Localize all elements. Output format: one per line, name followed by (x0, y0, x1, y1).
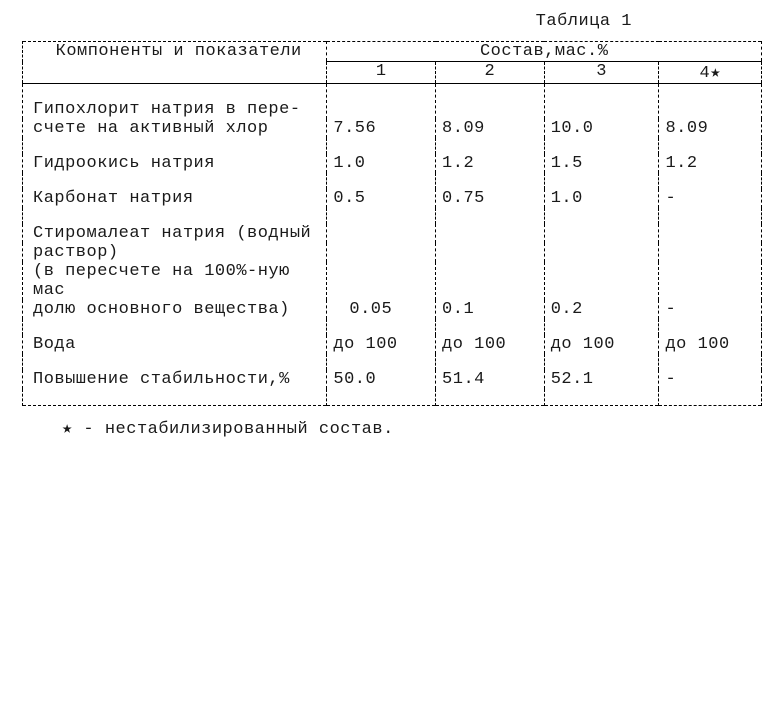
cell: до 100 (659, 335, 762, 354)
cell: 0.75 (436, 189, 545, 208)
table-footnote: ★ - нестабилизированный состав. (18, 418, 762, 439)
table-row: раствор) (23, 243, 762, 262)
cell: 0.1 (436, 300, 545, 319)
cell: 1.0 (544, 189, 659, 208)
header-col-3: 3 (544, 62, 659, 84)
cell: 7.56 (327, 119, 436, 138)
cell: - (659, 189, 762, 208)
cell: - (659, 300, 762, 319)
table-header: Компоненты и показатели Состав,мас.% 1 2… (23, 42, 762, 84)
cell: 10.0 (544, 119, 659, 138)
cell: 0.05 (327, 300, 436, 319)
cell: 8.09 (659, 119, 762, 138)
cell: 1.0 (327, 154, 436, 173)
cell: 1.2 (436, 154, 545, 173)
cell: 52.1 (544, 370, 659, 389)
table-row: (в пересчете на 100%-ную мас (23, 262, 762, 300)
header-col-2: 2 (436, 62, 545, 84)
row-label: раствор) (23, 243, 327, 262)
row-label: Гидроокись натрия (23, 154, 327, 173)
header-col-4: 4★ (659, 62, 762, 84)
cell: 0.2 (544, 300, 659, 319)
cell: 51.4 (436, 370, 545, 389)
cell: 1.2 (659, 154, 762, 173)
row-label: долю основного вещества) (23, 300, 327, 319)
table-body: Гипохлорит натрия в пере- счете на актив… (23, 84, 762, 406)
row-label: Вода (23, 335, 327, 354)
header-group-label: Состав,мас.% (327, 42, 762, 62)
table-row: Гидроокись натрия 1.0 1.2 1.5 1.2 (23, 154, 762, 173)
row-label: Карбонат натрия (23, 189, 327, 208)
row-label: Стиромалеат натрия (водный (23, 224, 327, 243)
cell: до 100 (327, 335, 436, 354)
cell: до 100 (544, 335, 659, 354)
cell: - (659, 370, 762, 389)
row-label: (в пересчете на 100%-ную мас (23, 262, 327, 300)
table-caption: Таблица 1 (18, 12, 762, 31)
cell: 0.5 (327, 189, 436, 208)
table-page: Таблица 1 Компоненты и показатели Состав… (0, 0, 780, 447)
table-row: Гипохлорит натрия в пере- (23, 84, 762, 120)
table-row: Карбонат натрия 0.5 0.75 1.0 - (23, 189, 762, 208)
table-row: Повышение стабильности,% 50.0 51.4 52.1 … (23, 370, 762, 389)
table-row: долю основного вещества) 0.05 0.1 0.2 - (23, 300, 762, 319)
header-col-1: 1 (327, 62, 436, 84)
cell: 1.5 (544, 154, 659, 173)
row-label: счете на активный хлор (23, 119, 327, 138)
table-row: Вода до 100 до 100 до 100 до 100 (23, 335, 762, 354)
composition-table: Компоненты и показатели Состав,мас.% 1 2… (22, 41, 762, 406)
cell: до 100 (436, 335, 545, 354)
row-label: Гипохлорит натрия в пере- (23, 84, 327, 120)
header-row-label: Компоненты и показатели (23, 42, 327, 84)
table-row: Стиромалеат натрия (водный (23, 224, 762, 243)
table-row: счете на активный хлор 7.56 8.09 10.0 8.… (23, 119, 762, 138)
row-label: Повышение стабильности,% (23, 370, 327, 389)
cell: 8.09 (436, 119, 545, 138)
cell: 50.0 (327, 370, 436, 389)
